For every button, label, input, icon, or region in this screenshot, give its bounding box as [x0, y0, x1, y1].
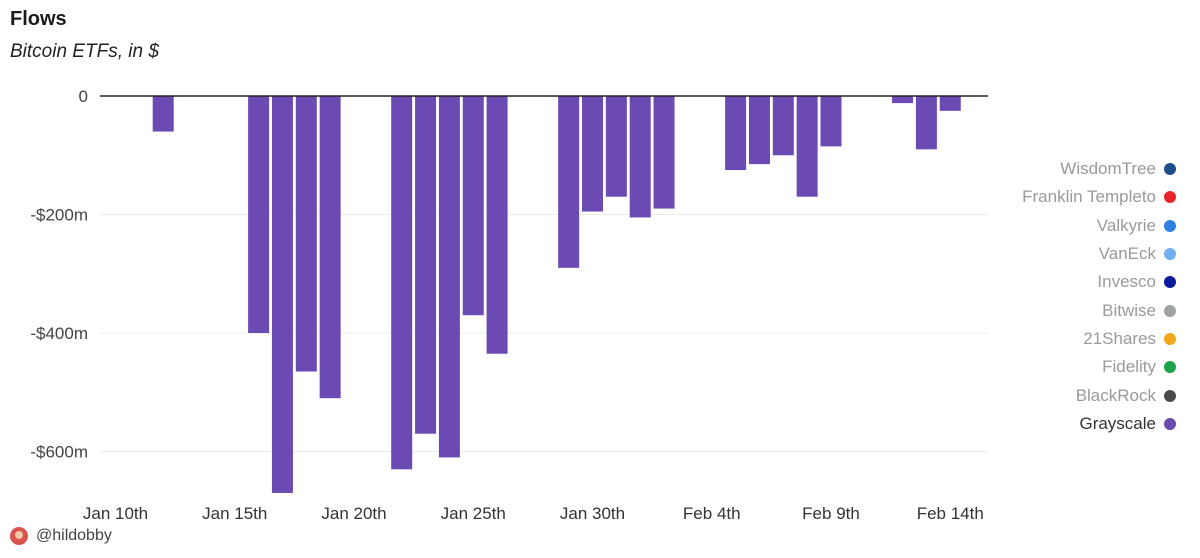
bar — [653, 96, 675, 209]
legend-item-wisdomtree[interactable]: WisdomTree — [916, 155, 1176, 183]
bar — [462, 96, 484, 316]
legend-dot-icon — [1164, 304, 1176, 317]
legend-dot-icon — [1164, 417, 1176, 430]
legend-item-franklin-templeton[interactable]: Franklin Templeto — [916, 183, 1176, 211]
legend-dot-icon — [1164, 389, 1176, 402]
legend-item-bitwise[interactable]: Bitwise — [916, 296, 1176, 324]
x-tick-label: Jan 15th — [202, 504, 267, 523]
x-tick-label: Feb 14th — [917, 504, 984, 523]
legend-item-blackrock[interactable]: BlackRock — [916, 381, 1176, 409]
bar — [295, 96, 317, 372]
bar — [391, 96, 413, 470]
x-tick-label: Jan 20th — [321, 504, 386, 523]
legend-label: WisdomTree — [1060, 159, 1156, 179]
bar — [939, 96, 961, 111]
y-tick-label: -$400m — [30, 324, 88, 343]
x-tick-label: Jan 30th — [560, 504, 625, 523]
legend-dot-icon — [1164, 163, 1176, 176]
bar — [629, 96, 651, 218]
bar — [319, 96, 341, 399]
bar — [438, 96, 460, 458]
legend-dot-icon — [1164, 361, 1176, 374]
legend-item-grayscale[interactable]: Grayscale — [916, 410, 1176, 438]
legend-item-fidelity[interactable]: Fidelity — [916, 353, 1176, 381]
legend-label: Valkyrie — [1096, 215, 1156, 235]
bar — [152, 96, 174, 132]
bar — [605, 96, 627, 197]
chart-title: Flows — [10, 8, 67, 30]
bar — [582, 96, 603, 212]
legend-label: BlackRock — [1075, 385, 1156, 405]
x-tick-label: Feb 9th — [802, 504, 860, 523]
legend-label: VanEck — [1098, 244, 1156, 264]
chart-subtitle: Bitcoin ETFs, in $ — [10, 41, 159, 62]
bar — [725, 96, 747, 171]
legend-label: Invesco — [1097, 272, 1156, 292]
y-tick-label: -$600m — [30, 443, 88, 462]
bar — [748, 96, 770, 165]
author-credit: @hildobby — [10, 527, 112, 545]
legend-dot-icon — [1164, 248, 1176, 261]
bar — [892, 96, 914, 104]
avatar-icon — [10, 527, 28, 545]
legend-item-valkyrie[interactable]: Valkyrie — [916, 212, 1176, 240]
legend-label: Franklin Templeto — [1022, 187, 1156, 207]
author-handle[interactable]: @hildobby — [36, 527, 112, 544]
bar — [558, 96, 580, 268]
legend-label: 21Shares — [1083, 328, 1156, 348]
bar — [415, 96, 437, 434]
legend-item-21shares[interactable]: 21Shares — [916, 325, 1176, 353]
legend-item-vaneck[interactable]: VanEck — [916, 240, 1176, 268]
y-tick-label: 0 — [79, 87, 88, 106]
bar — [772, 96, 794, 156]
legend-dot-icon — [1164, 191, 1176, 204]
legend-dot-icon — [1164, 219, 1176, 232]
bar — [248, 96, 270, 333]
flows-bar-chart: 0 -$200m -$400m -$600m Jan 10th Jan 15th Jan 2… — [30, 87, 988, 523]
bar — [271, 96, 293, 493]
bar — [486, 96, 508, 354]
legend-label: Fidelity — [1102, 357, 1156, 377]
y-tick-label: -$200m — [30, 206, 88, 225]
legend-label: Grayscale — [1079, 413, 1156, 433]
bar — [820, 96, 842, 147]
x-tick-label: Jan 10th — [83, 504, 148, 523]
legend-label: Bitwise — [1102, 300, 1156, 320]
x-tick-label: Feb 4th — [683, 504, 741, 523]
legend-dot-icon — [1164, 276, 1176, 289]
x-tick-label: Jan 25th — [441, 504, 506, 523]
legend-dot-icon — [1164, 332, 1176, 345]
legend-item-invesco[interactable]: Invesco — [916, 268, 1176, 296]
bar — [796, 96, 818, 197]
bar — [915, 96, 937, 150]
chart-legend: WisdomTree Franklin Templeto Valkyrie Va… — [916, 155, 1176, 438]
